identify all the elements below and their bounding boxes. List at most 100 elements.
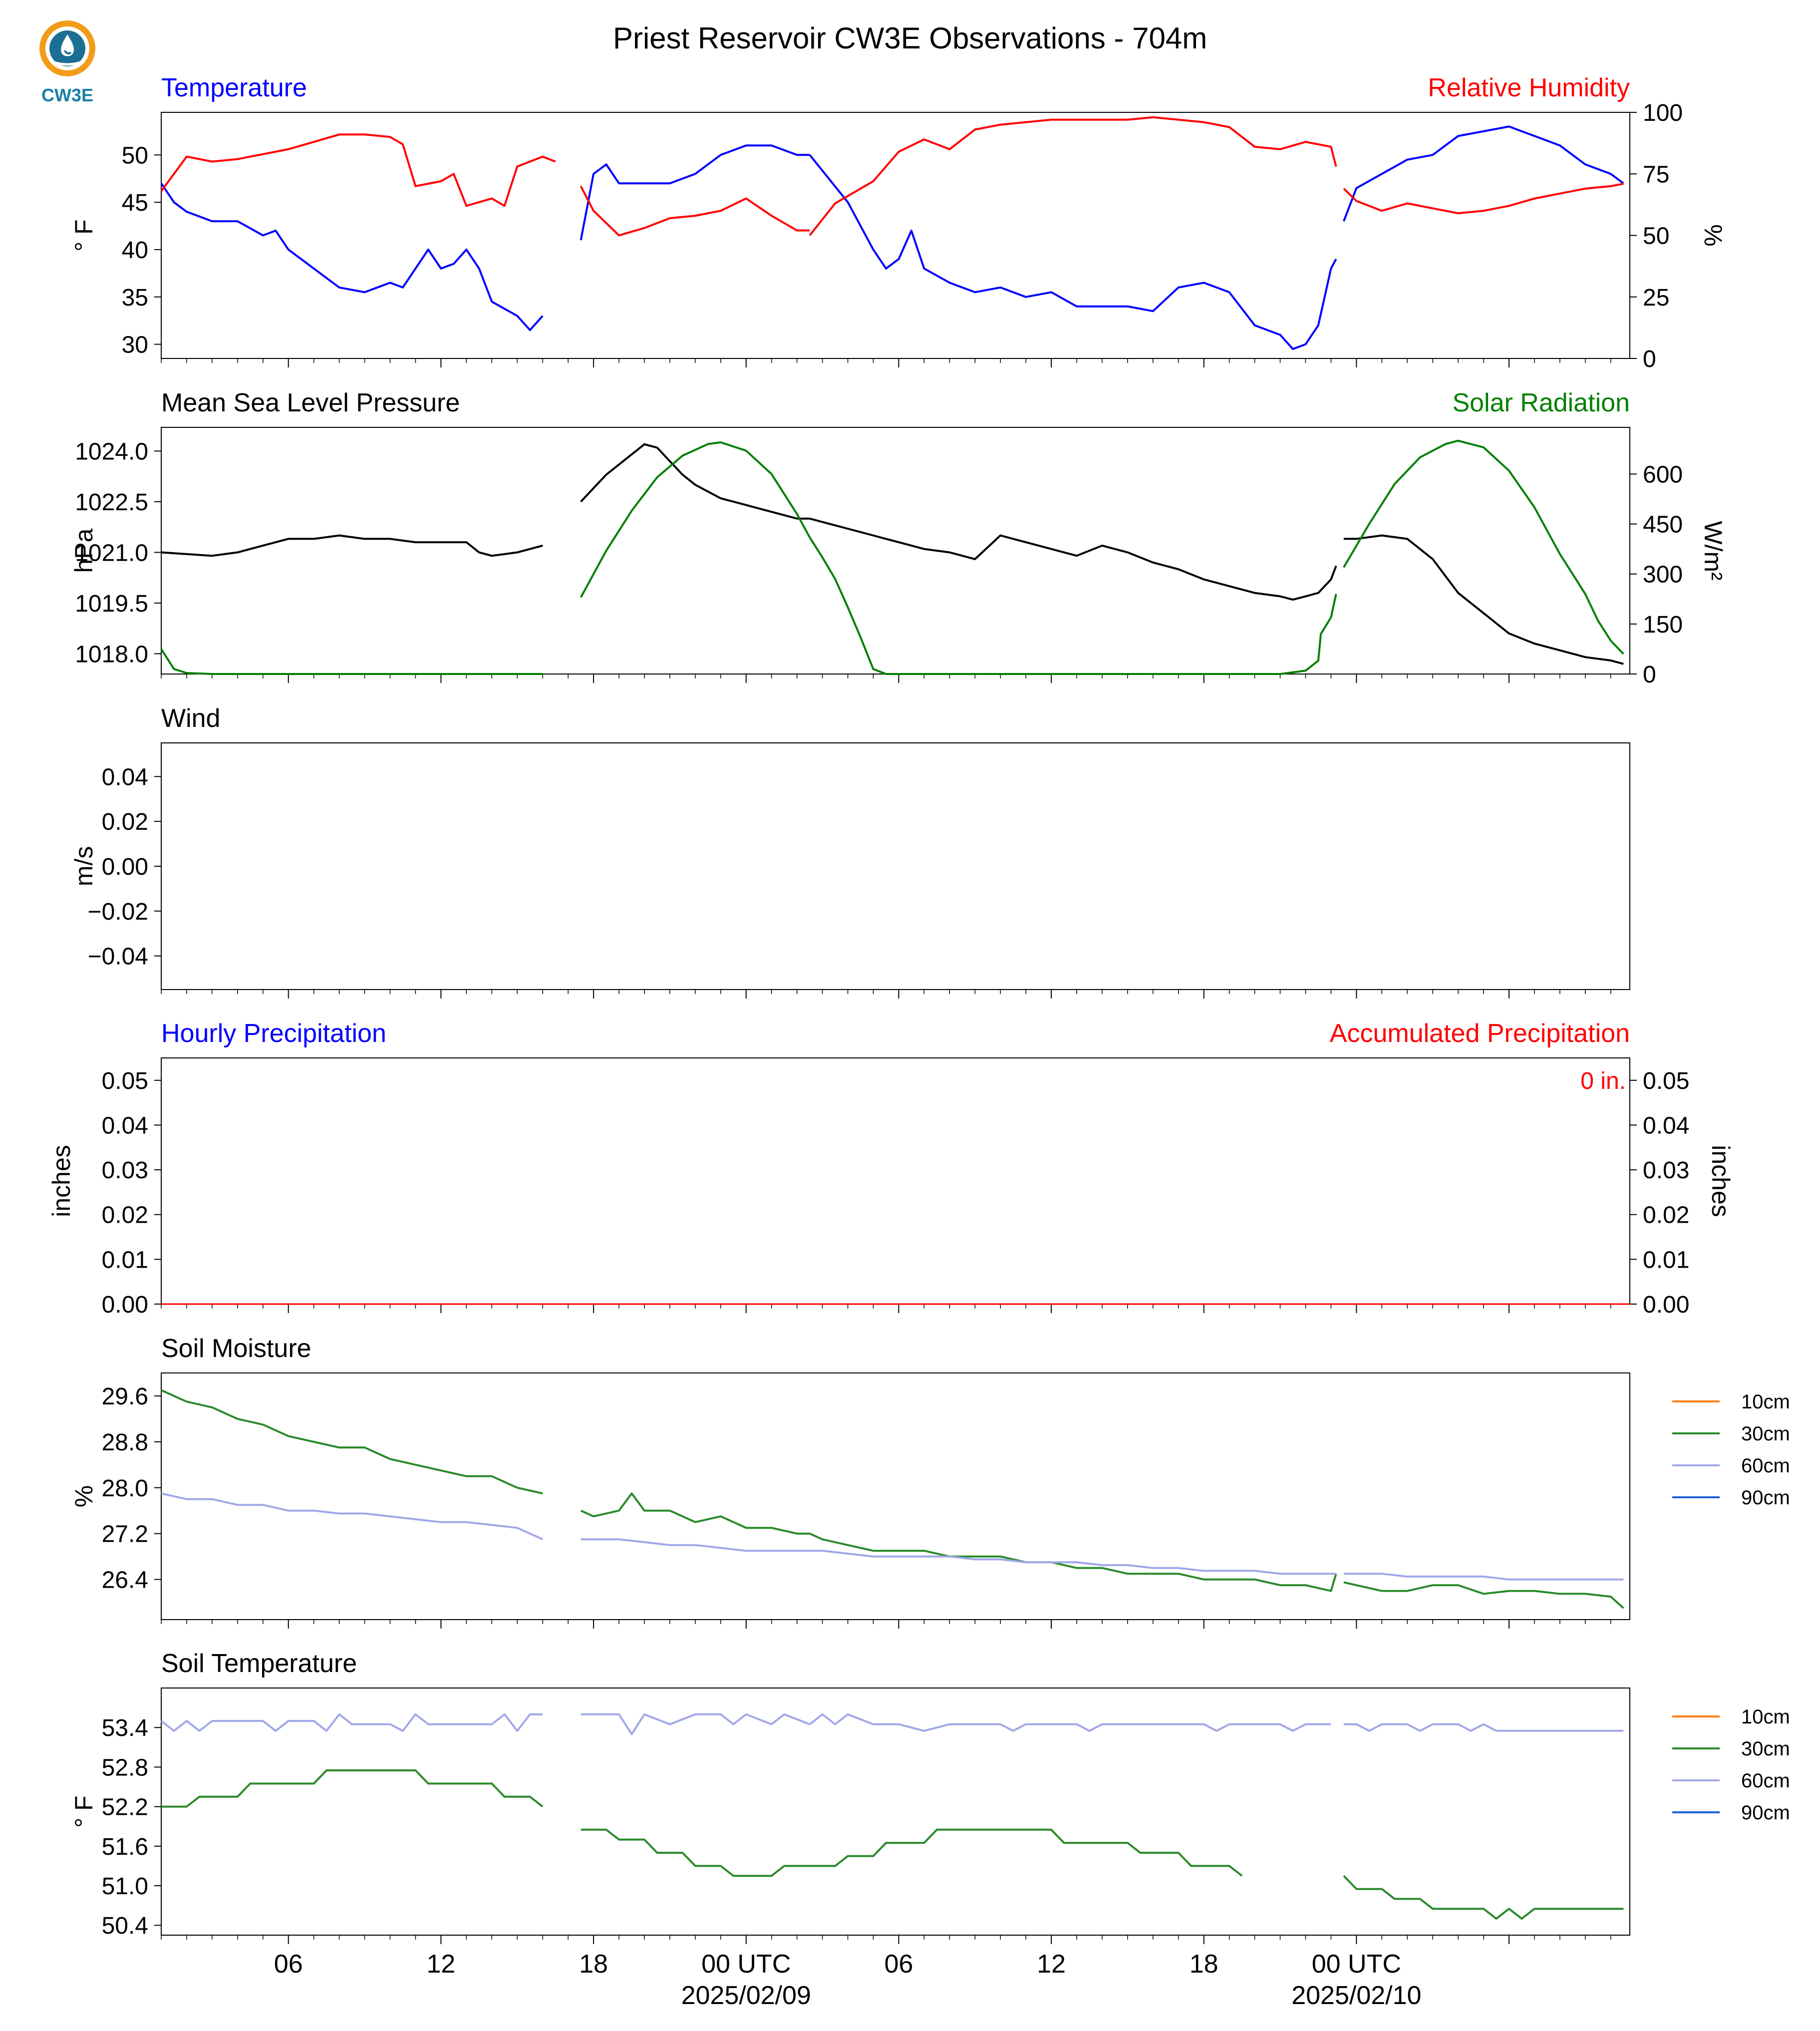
- series-line-temperature: [809, 154, 1337, 350]
- series-line-solar-radiation: [1343, 439, 1574, 575]
- y-tick-label-left: 1018.0: [75, 641, 148, 668]
- legend: 10cm 30cm 60cm 90cm: [1672, 1391, 1790, 1509]
- y-tick-label-right: 0.00: [1643, 1292, 1689, 1318]
- y-tick-label-left: 0.03: [102, 1157, 148, 1184]
- panel-title-right: Accumulated Precipitation: [1330, 1019, 1630, 1048]
- series-line-solar-radiation: [809, 537, 1337, 675]
- y-axis-label-left: ° F: [70, 219, 98, 251]
- figure-title: Priest Reservoir CW3E Observations - 704…: [613, 21, 1207, 55]
- logo-text: CW3E: [41, 85, 93, 105]
- y-tick-label-right: 0.04: [1643, 1112, 1689, 1139]
- y-tick-label-left: 1019.5: [75, 591, 148, 617]
- panel-title-left: Wind: [161, 704, 220, 733]
- panel-title-left: Mean Sea Level Pressure: [161, 388, 460, 417]
- x-tick-label: 18: [579, 1950, 608, 1979]
- y-tick-label-right: 150: [1643, 612, 1683, 638]
- y-tick-label-left: 0.02: [102, 1202, 148, 1229]
- y-tick-label-left: 30: [122, 332, 148, 358]
- y-tick-label-left: 35: [122, 285, 148, 311]
- series-line-30cm: [161, 1769, 544, 1808]
- legend: 10cm 30cm 60cm 90cm: [1672, 1706, 1790, 1824]
- panel-wind: Wind −0.04 −0.02 0.00 0.02 0.04 m/s: [70, 704, 1630, 999]
- series-line-30cm: [161, 1389, 543, 1495]
- y-tick-label-left: 52.8: [102, 1754, 148, 1781]
- y-tick-label-right: 0.01: [1643, 1247, 1689, 1273]
- cw3e-logo-icon: CW3E: [39, 20, 95, 105]
- panel-title-left: Soil Moisture: [161, 1334, 311, 1363]
- legend-label: 10cm: [1741, 1706, 1790, 1728]
- x-date-label: 2025/02/10: [1291, 1981, 1421, 2010]
- y-axis-label-right: %: [1699, 224, 1727, 246]
- y-tick-label-right: 0.05: [1643, 1068, 1689, 1094]
- plot-area-frame: [161, 1372, 1630, 1620]
- legend-label: 30cm: [1741, 1423, 1790, 1445]
- y-tick-label-right: 450: [1643, 512, 1683, 538]
- y-tick-label-left: 40: [122, 237, 148, 264]
- series-line-mean-sea-level-pressure: [580, 443, 810, 520]
- panel-precipitation: Hourly Precipitation Accumulated Precipit…: [47, 1019, 1735, 1318]
- y-tick-label-left: −0.04: [88, 944, 148, 970]
- panel-temperature-humidity: Temperature Relative Humidity 30 35 40 45 50 ° …: [70, 73, 1727, 372]
- y-tick-label-right: 75: [1643, 161, 1669, 188]
- series-line-60cm: [581, 1713, 810, 1735]
- y-tick-label-right: 600: [1643, 461, 1683, 488]
- y-tick-label-left: 51.6: [102, 1834, 148, 1860]
- panel-soil-moisture: Soil Moisture 26.4 27.2 28.0 28.8 29.6% 10cm 30…: [70, 1334, 1790, 1629]
- legend-label: 90cm: [1741, 1487, 1790, 1509]
- legend-label: 90cm: [1741, 1802, 1790, 1824]
- series-line-temperature: [580, 144, 810, 241]
- y-axis-label-left: ° F: [70, 1795, 98, 1827]
- series-line-30cm: [580, 1492, 810, 1535]
- y-tick-label-left: 0.04: [102, 764, 148, 790]
- y-tick-label-left: 52.2: [102, 1794, 148, 1821]
- series-line-60cm: [160, 1713, 543, 1732]
- y-axis-label-right: W/m²: [1699, 521, 1727, 580]
- y-axis-label-left: %: [70, 1485, 98, 1507]
- series-line-60cm: [161, 1492, 544, 1541]
- series-line-30cm: [810, 1828, 1243, 1877]
- y-tick-label-left: 0.00: [102, 1292, 148, 1318]
- y-tick-label-right: 50: [1643, 223, 1669, 250]
- panel-title-left: Soil Temperature: [161, 1649, 357, 1678]
- series-line-relative-humidity: [809, 116, 1337, 236]
- series-line-solar-radiation: [160, 648, 543, 675]
- series-line-30cm: [1343, 1875, 1624, 1920]
- y-tick-label-left: 0.04: [102, 1112, 148, 1139]
- x-tick-label: 12: [426, 1950, 455, 1979]
- panel-title-left: Temperature: [161, 73, 307, 102]
- y-tick-label-left: 28.0: [102, 1475, 148, 1502]
- y-tick-label-right: 0: [1643, 346, 1656, 372]
- panel-pressure-solar: Mean Sea Level Pressure Solar Radiation 10…: [70, 388, 1727, 688]
- y-tick-label-right: 0.02: [1643, 1202, 1689, 1229]
- plot-area-frame: [161, 1057, 1630, 1305]
- panel-soil-temperature: Soil Temperature 50.4 51.0 51.6 52.2 52.8 53.4…: [70, 1649, 1790, 2010]
- series-line-30cm: [1343, 1581, 1624, 1609]
- plot-area-frame: [161, 742, 1630, 990]
- cw3e-logo: CW3E: [30, 17, 105, 105]
- y-tick-label-left: −0.02: [88, 899, 148, 925]
- plot-area-frame: [161, 1688, 1630, 1936]
- series-line-relative-humidity: [160, 133, 556, 207]
- panel-title-left: Hourly Precipitation: [161, 1019, 386, 1048]
- y-tick-label-right: 0: [1643, 662, 1656, 688]
- y-axis-label-left: m/s: [70, 846, 98, 887]
- panel-title-right: Relative Humidity: [1428, 73, 1630, 102]
- y-tick-label-left: 0.05: [102, 1068, 148, 1094]
- series-line-60cm: [810, 1550, 1336, 1575]
- x-tick-label: 12: [1037, 1950, 1066, 1979]
- x-tick-label: 00 UTC: [701, 1950, 791, 1979]
- y-tick-label-left: 27.2: [102, 1521, 148, 1548]
- legend-label: 60cm: [1741, 1455, 1790, 1477]
- legend-label: 10cm: [1741, 1391, 1790, 1413]
- series-line-60cm: [1343, 1573, 1624, 1581]
- y-tick-label-right: 0.03: [1643, 1157, 1689, 1184]
- series-line-mean-sea-level-pressure: [809, 517, 1337, 601]
- x-tick-label: 06: [884, 1950, 913, 1979]
- series-line-60cm: [809, 1713, 1331, 1732]
- series-line-relative-humidity: [1343, 183, 1624, 215]
- series-line-temperature: [160, 183, 544, 332]
- y-tick-label-left: 1022.5: [75, 489, 148, 516]
- y-axis-label-right: inches: [1707, 1145, 1735, 1217]
